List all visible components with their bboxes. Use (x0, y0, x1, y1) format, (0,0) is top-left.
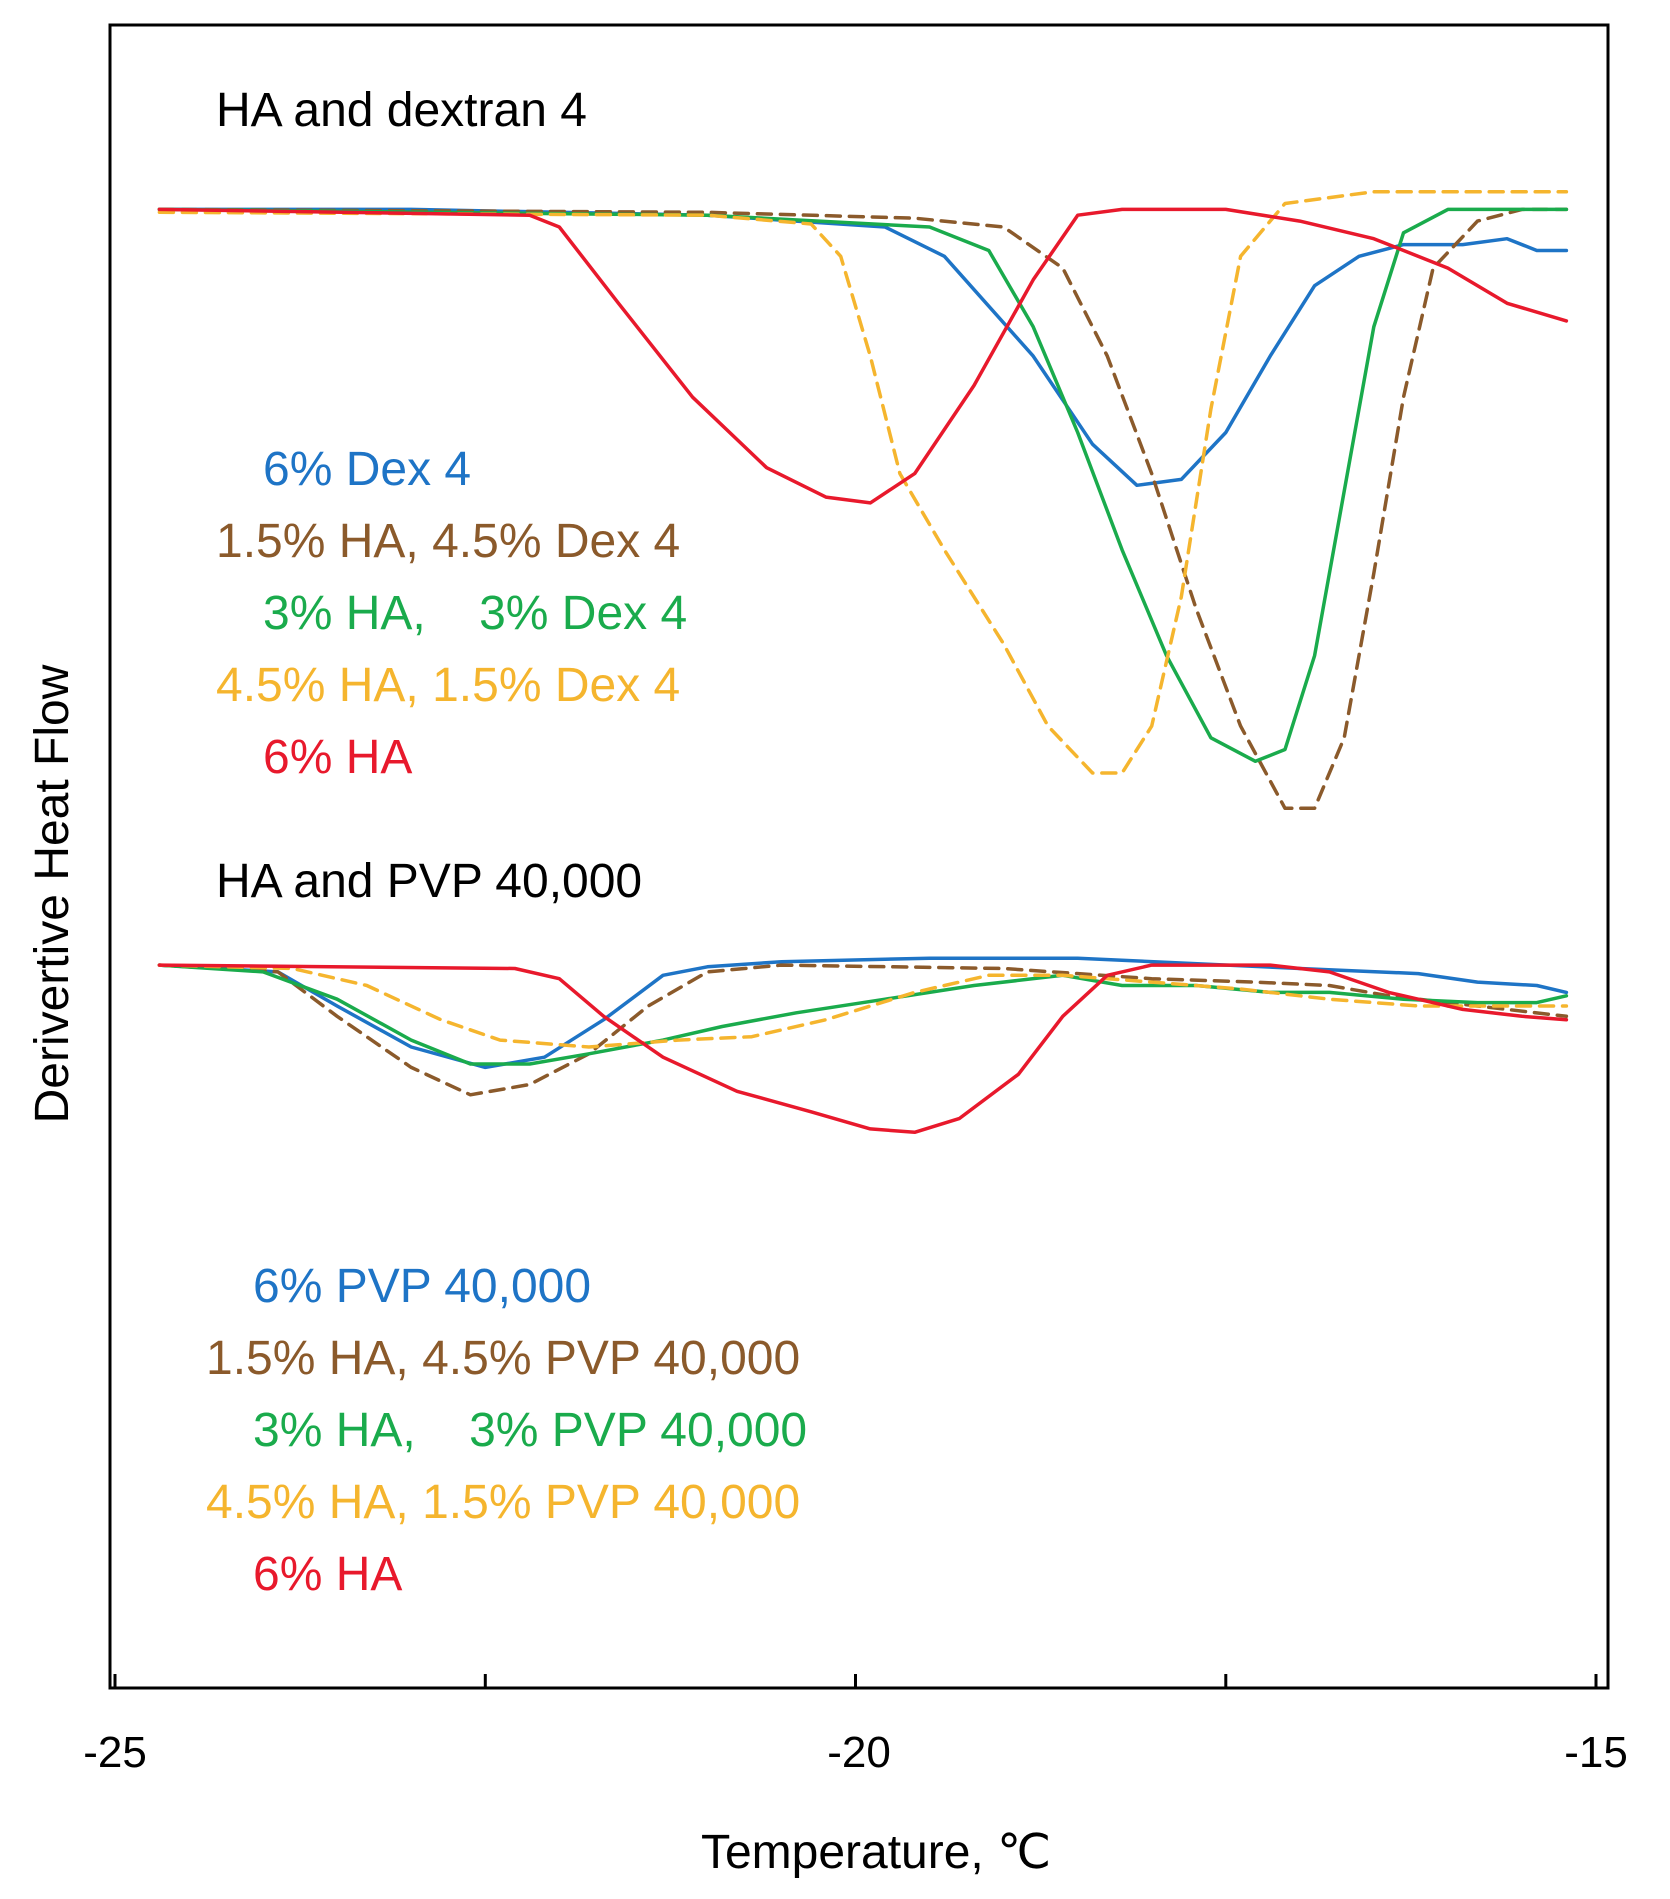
plot-frame (108, 23, 1610, 1690)
legend-label-pvp-1-5-ha-4-5-pvp-40-000: 1.5% HA, 4.5% PVP 40,000 (206, 1332, 800, 1385)
legend-label-dextran-3-ha-3-dex-4: 3% HA, 3% Dex 4 (263, 587, 687, 640)
series-line-dextran-3-ha-3-dex-4 (157, 207, 1569, 764)
series-layer (157, 189, 1569, 1135)
series-line-pvp-1-5-ha-4-5-pvp-40-000 (157, 963, 1569, 1097)
panel-title-pvp: HA and PVP 40,000 (216, 855, 642, 908)
legend-label-pvp-3-ha-3-pvp-40-000: 3% HA, 3% PVP 40,000 (253, 1404, 807, 1457)
series-line-dextran-6-ha (157, 207, 1569, 505)
legend-label-dextran-6-ha: 6% HA (263, 731, 412, 784)
series-line-dextran-4-5-ha-1-5-dex-4 (157, 189, 1569, 775)
legend-label-pvp-6-pvp-40-000: 6% PVP 40,000 (253, 1260, 591, 1313)
legend-label-pvp-6-ha: 6% HA (253, 1548, 402, 1601)
y-axis-title: Derivertive Heat Flow (26, 664, 79, 1123)
series-line-pvp-6-ha (157, 963, 1569, 1135)
series-line-pvp-4-5-ha-1-5-pvp-40-000 (157, 963, 1569, 1049)
series-line-dextran-1-5-ha-4-5-dex-4 (157, 207, 1569, 811)
x-tick-label-mid: -20 (827, 1728, 891, 1777)
panel-title-dextran: HA and dextran 4 (216, 84, 587, 137)
legend-label-dextran-4-5-ha-1-5-dex-4: 4.5% HA, 1.5% Dex 4 (216, 659, 680, 712)
x-axis-title: Temperature, ℃ (701, 1826, 1051, 1879)
series-line-pvp-3-ha-3-pvp-40-000 (157, 963, 1569, 1066)
legend-label-dextran-6-dex-4: 6% Dex 4 (263, 443, 471, 496)
legend-label-dextran-1-5-ha-4-5-dex-4: 1.5% HA, 4.5% Dex 4 (216, 515, 680, 568)
legend-label-pvp-4-5-ha-1-5-pvp-40-000: 4.5% HA, 1.5% PVP 40,000 (206, 1476, 800, 1529)
x-tick-label-max: -15 (1564, 1728, 1628, 1777)
series-line-pvp-6-pvp-40-000 (157, 956, 1569, 1070)
x-axis-ticks (113, 1674, 1598, 1688)
legend-layer: 6% Dex 4 1.5% HA, 4.5% Dex 4 3% HA, 3% Dex… (206, 443, 807, 1601)
x-tick-label-min: -25 (83, 1728, 147, 1777)
